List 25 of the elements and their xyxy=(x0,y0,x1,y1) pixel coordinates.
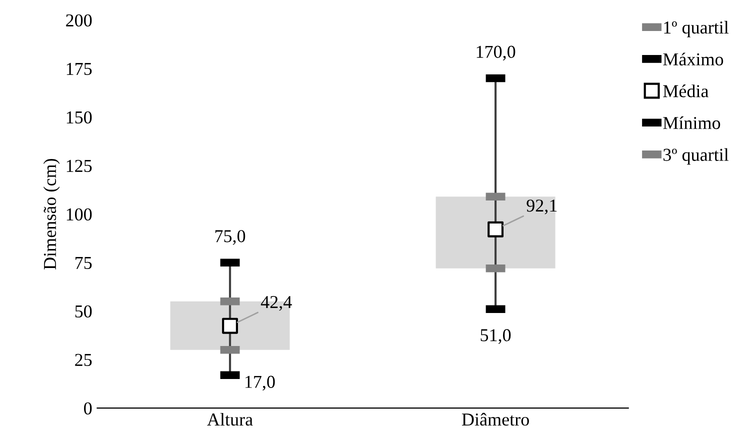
legend-label: Máximo xyxy=(663,52,724,66)
data-label: 75,0 xyxy=(215,230,246,245)
point xyxy=(222,318,238,334)
y-axis-title: Dimensão (cm) xyxy=(43,158,60,270)
point xyxy=(488,221,504,238)
y-tick-label: 150 xyxy=(66,111,92,124)
y-tick-label: 200 xyxy=(66,14,92,27)
data-label: 51,0 xyxy=(480,329,511,344)
legend-label: Média xyxy=(663,84,709,98)
data-label: 170,0 xyxy=(476,46,516,61)
y-tick-label: 50 xyxy=(75,305,92,318)
y-tick-label: 0 xyxy=(84,402,92,415)
legend-label: 3º quartil xyxy=(663,148,729,165)
legend-label: 1º quartil xyxy=(664,20,729,38)
x-tick-label: Diâmetro xyxy=(462,412,529,426)
data-label: 17,0 xyxy=(245,376,275,391)
data-label: 92,1 xyxy=(526,200,557,214)
y-tick-label: 100 xyxy=(66,208,92,221)
y-tick-label: 175 xyxy=(66,62,92,76)
y-tick-label: 25 xyxy=(75,354,92,366)
y-tick-label: 75 xyxy=(76,257,92,270)
legend-label: Mínimo xyxy=(663,116,720,130)
x-tick-label: Altura xyxy=(207,412,253,426)
y-tick-label: 125 xyxy=(66,160,92,172)
data-label: 42,4 xyxy=(260,296,292,311)
